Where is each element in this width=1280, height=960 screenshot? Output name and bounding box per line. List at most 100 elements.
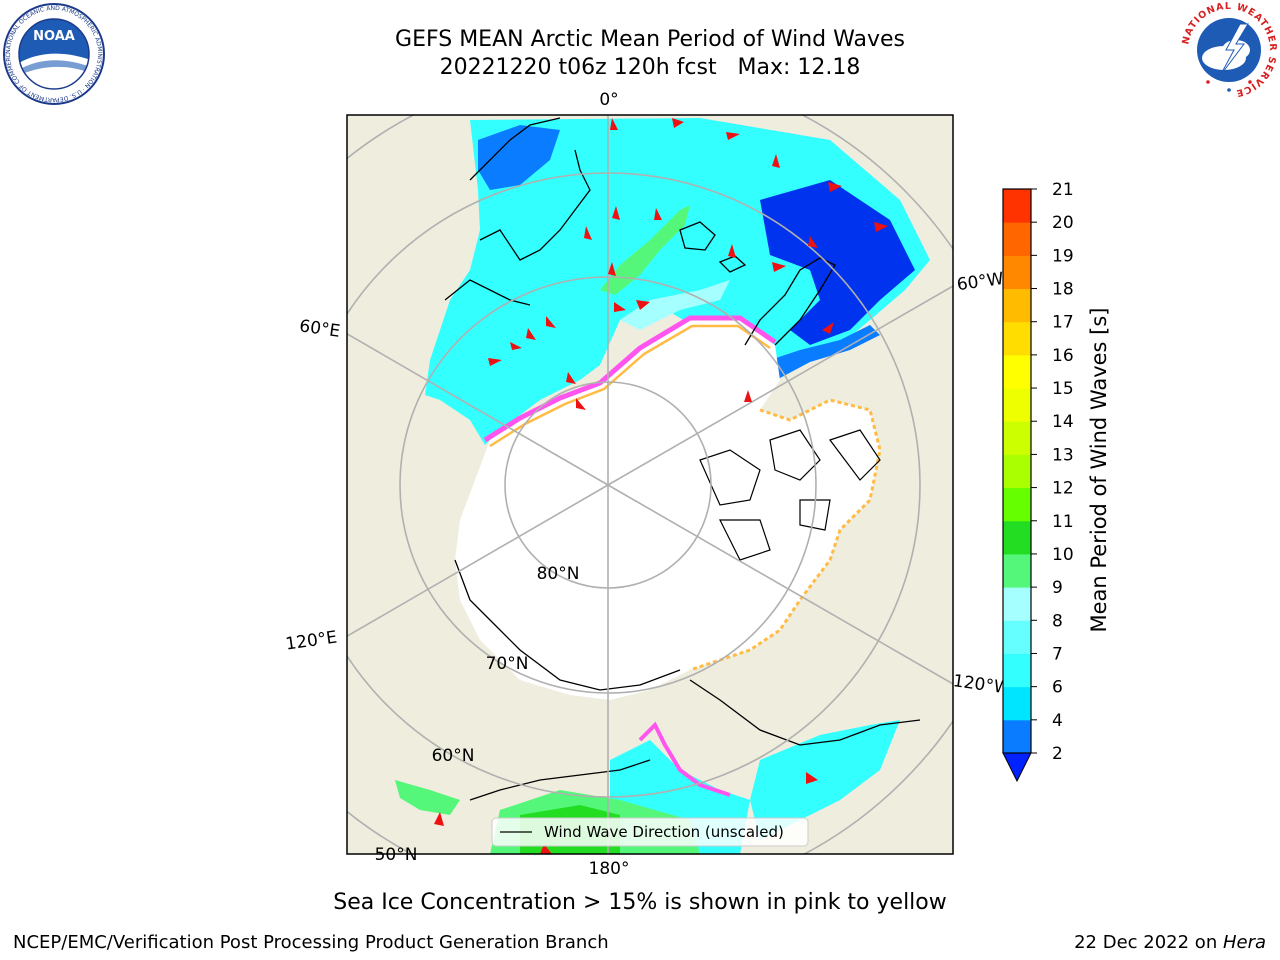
svalbard-coast: [679, 221, 747, 273]
wind-arrow: [822, 322, 834, 334]
ice-edge-canada: [689, 398, 882, 672]
wind-arrow: [808, 236, 818, 248]
wind-arrow: [526, 328, 536, 340]
wind-arrow: [772, 154, 780, 168]
wind-arrow: [546, 316, 556, 328]
colorbar-tick-label: 9: [1052, 578, 1063, 598]
wind-arrow: [744, 390, 752, 402]
colorbar-extend-min: [1002, 752, 1032, 783]
colorbar-segment: [1003, 719, 1031, 754]
wind-arrow: [728, 244, 736, 258]
colorbar-tick-label: 2: [1052, 744, 1063, 764]
colorbar-segment: [1003, 255, 1031, 290]
colorbar-tick-label: 16: [1052, 346, 1074, 366]
atlantic-light-patch: [620, 280, 730, 330]
kamchatka-coast: [469, 759, 651, 801]
atlantic-deep-blue: [760, 180, 915, 345]
colorbar-tick-label: 14: [1052, 412, 1074, 432]
wind-arrow: [614, 302, 626, 312]
colorbar-tick-label: 20: [1052, 213, 1074, 233]
baltic-area: [478, 125, 560, 190]
wind-arrow: [874, 222, 888, 232]
footer-host: Hera: [1222, 932, 1266, 953]
parallel-label-50n: 50°N: [375, 845, 418, 865]
colorbar-tick-label: 15: [1052, 379, 1074, 399]
footer-date: 22 Dec 2022 on Hera: [1074, 932, 1266, 953]
colorbar: 2 4 6 7 8 9 10 11 12 13 14 15 16 17 18 19 20 21 Mean Peri…: [1002, 180, 1111, 783]
gulf-alaska-field: [750, 720, 900, 840]
colorbar-segment: [1003, 354, 1031, 389]
wind-arrow: [672, 118, 684, 128]
wind-arrow: [828, 182, 842, 192]
colorbar-segment: [1003, 288, 1031, 323]
colorbar-segment: [1003, 520, 1031, 555]
colorbar-segment: [1003, 189, 1031, 223]
canadian-archipelago-coast: [699, 429, 881, 561]
graticule: [347, 115, 953, 854]
meridian-label-0: 0°: [599, 90, 618, 110]
scandinavia-coast: [444, 117, 591, 306]
colorbar-tick-label: 11: [1052, 512, 1074, 532]
colorbar-segment: [1003, 587, 1031, 621]
colorbar-tick-label: 8: [1052, 611, 1063, 631]
wind-arrow: [654, 208, 662, 220]
wind-arrow: [566, 372, 576, 384]
wind-arrow: [772, 262, 786, 272]
colorbar-tick-label: 19: [1052, 246, 1074, 266]
colorbar-label: Mean Period of Wind Waves [s]: [1087, 308, 1111, 633]
colorbar-tick-label: 12: [1052, 479, 1074, 499]
colorbar-tick-label: 21: [1052, 180, 1074, 200]
colorbar-tick-label: 18: [1052, 280, 1074, 300]
alaska-coast: [689, 679, 921, 746]
ice-edge-pacific: [638, 721, 731, 797]
noaa-logo-text: NOAA: [33, 29, 75, 44]
map-frame: [346, 114, 954, 855]
colorbar-tick-label: 17: [1052, 313, 1074, 333]
legend-label: Wind Wave Direction (unscaled): [544, 823, 784, 841]
map-area: [347, 115, 953, 854]
wind-arrow: [612, 206, 620, 220]
meridian-label-120e: 120°E: [284, 628, 338, 655]
noaa-logo: NATIONAL OCEANIC AND ATMOSPHERIC ADMINIS…: [2, 2, 105, 105]
wind-arrows: [434, 118, 888, 854]
wind-arrow: [636, 300, 650, 310]
colorbar-segment: [1003, 686, 1031, 721]
nws-logo: NATIONAL WEATHER SERVICE: [1180, 1, 1277, 99]
colorbar-segment: [1003, 321, 1031, 356]
footer-credit: NCEP/EMC/Verification Post Processing Pr…: [13, 932, 609, 953]
colorbar-tick-label: 13: [1052, 445, 1074, 465]
colorbar-tick-label: 6: [1052, 678, 1063, 698]
colorbar-segment: [1003, 388, 1031, 422]
colorbar-segment: [1003, 620, 1031, 654]
colorbar-segment: [1003, 553, 1031, 588]
atlantic-green-patch: [600, 205, 690, 295]
ice-caption: Sea Ice Concentration > 15% is shown in …: [333, 890, 947, 915]
wind-arrow: [806, 772, 818, 784]
colorbar-tick-label: 7: [1052, 644, 1063, 664]
colorbar-segment: [1003, 454, 1031, 489]
atlantic-blue-fringe: [740, 325, 880, 405]
chart-title-line2: 20221220 t06z 120h fcst Max: 12.18: [439, 55, 861, 80]
okhotsk-green: [395, 780, 460, 815]
wind-arrow: [608, 262, 616, 276]
wind-arrow: [434, 812, 444, 826]
colorbar-tick-label: 10: [1052, 545, 1074, 565]
colorbar-segment: [1003, 653, 1031, 688]
wind-arrow: [726, 132, 740, 140]
parallel-label-60n: 60°N: [432, 746, 475, 766]
colorbar-segment: [1003, 222, 1031, 256]
parallel-label-70n: 70°N: [486, 654, 529, 674]
colorbar-tick-label: 4: [1052, 711, 1063, 731]
wind-arrow: [510, 342, 522, 350]
footer-date-text: 22 Dec 2022 on: [1074, 932, 1223, 953]
colorbar-segment: [1003, 421, 1031, 455]
chart-title-line1: GEFS MEAN Arctic Mean Period of Wind Wav…: [395, 27, 905, 52]
meridian-label-60w: 60°W: [956, 269, 1005, 295]
greenland-coast: [744, 257, 836, 346]
meridian-label-180: 180°: [589, 859, 630, 879]
wind-arrow: [576, 398, 586, 410]
ice-edge-atlantic-yellow: [489, 324, 771, 448]
meridian-label-60e: 60°E: [298, 316, 341, 341]
colorbar-segment: [1003, 487, 1031, 522]
